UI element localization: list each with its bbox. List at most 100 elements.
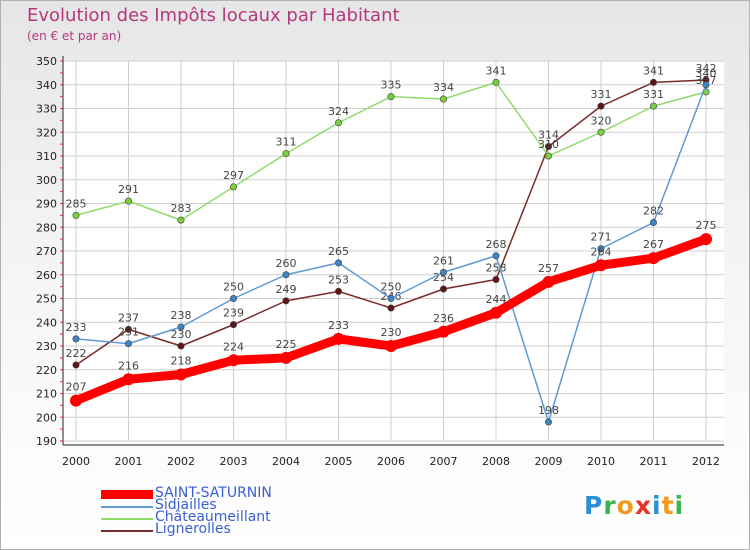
y-tick-label: 190	[36, 435, 57, 448]
data-label: 222	[66, 347, 87, 360]
data-point	[125, 340, 131, 346]
y-tick-label: 310	[36, 150, 57, 163]
data-point	[440, 96, 446, 102]
x-tick-label: 2001	[115, 455, 143, 468]
data-label: 271	[591, 231, 612, 244]
y-tick-label: 240	[36, 316, 57, 329]
data-label: 265	[328, 245, 349, 258]
data-point	[283, 150, 289, 156]
data-label: 233	[66, 321, 87, 334]
data-point	[178, 324, 184, 330]
y-tick-label: 250	[36, 293, 57, 306]
data-label: 230	[381, 326, 402, 339]
data-label: 268	[486, 238, 507, 251]
data-label: 331	[591, 88, 612, 101]
data-point	[70, 395, 82, 407]
data-point	[125, 198, 131, 204]
data-label: 324	[328, 105, 349, 118]
data-label: 216	[118, 359, 139, 372]
data-label: 334	[433, 81, 454, 94]
data-label: 340	[696, 67, 717, 80]
data-point	[700, 233, 712, 245]
logo-letter: P	[584, 491, 603, 520]
data-label: 237	[118, 311, 139, 324]
data-point	[335, 288, 341, 294]
data-point	[493, 253, 499, 259]
legend-item: Lignerolles	[101, 523, 361, 538]
data-label: 231	[118, 326, 139, 339]
data-point	[438, 326, 450, 338]
proxiti-logo: Proxiti	[584, 491, 684, 520]
data-label: 250	[223, 281, 244, 294]
y-tick-label: 290	[36, 198, 57, 211]
chart-frame: Evolution des Impôts locaux par Habitant…	[0, 0, 750, 550]
data-label: 249	[276, 283, 297, 296]
data-label: 341	[643, 64, 664, 77]
data-point	[230, 295, 236, 301]
data-label: 253	[328, 273, 349, 286]
y-tick-label: 270	[36, 245, 57, 258]
logo-letter: o	[617, 491, 635, 520]
data-point	[598, 103, 604, 109]
data-point	[280, 352, 292, 364]
data-point	[650, 79, 656, 85]
data-label: 198	[538, 404, 559, 417]
data-label: 239	[223, 307, 244, 320]
data-point	[650, 103, 656, 109]
line-chart: 1902002102202302402502602702802903003103…	[1, 1, 749, 549]
data-label: 225	[276, 338, 297, 351]
data-label: 218	[171, 355, 192, 368]
y-tick-label: 220	[36, 364, 57, 377]
y-tick-label: 340	[36, 79, 57, 92]
data-label: 207	[66, 381, 87, 394]
legend-swatch	[101, 490, 153, 499]
data-point	[385, 340, 397, 352]
y-tick-label: 320	[36, 126, 57, 139]
data-label: 310	[538, 138, 559, 151]
data-label: 258	[486, 262, 507, 275]
logo-letter: i	[675, 491, 685, 520]
data-point	[650, 219, 656, 225]
x-tick-label: 2008	[482, 455, 510, 468]
y-tick-label: 300	[36, 174, 57, 187]
x-tick-label: 2007	[430, 455, 458, 468]
x-tick-label: 2005	[325, 455, 353, 468]
data-label: 250	[381, 281, 402, 294]
x-tick-label: 2006	[377, 455, 405, 468]
logo-letter: t	[662, 491, 675, 520]
x-tick-label: 2002	[167, 455, 195, 468]
data-point	[543, 276, 555, 288]
data-point	[598, 129, 604, 135]
data-label: 341	[486, 64, 507, 77]
data-label: 238	[171, 309, 192, 322]
x-tick-label: 2012	[692, 455, 720, 468]
y-tick-label: 210	[36, 388, 57, 401]
data-label: 261	[433, 254, 454, 267]
data-point	[490, 307, 502, 319]
data-label: 285	[66, 197, 87, 210]
legend-swatch	[101, 530, 153, 532]
data-label: 335	[381, 79, 402, 92]
data-label: 282	[643, 205, 664, 218]
data-point	[283, 272, 289, 278]
logo-letter: x	[635, 491, 652, 520]
data-label: 297	[223, 169, 244, 182]
data-point	[335, 260, 341, 266]
data-point	[73, 336, 79, 342]
data-point	[545, 419, 551, 425]
data-label: 233	[328, 319, 349, 332]
x-tick-label: 2003	[220, 455, 248, 468]
data-point	[493, 79, 499, 85]
data-point	[228, 354, 240, 366]
y-tick-label: 200	[36, 411, 57, 424]
data-label: 224	[223, 340, 244, 353]
data-point	[388, 305, 394, 311]
data-label: 267	[643, 238, 664, 251]
data-point	[178, 217, 184, 223]
legend-swatch	[101, 518, 153, 520]
data-point	[703, 82, 709, 88]
data-label: 275	[696, 219, 717, 232]
data-point	[493, 276, 499, 282]
y-tick-label: 260	[36, 269, 57, 282]
y-tick-label: 230	[36, 340, 57, 353]
